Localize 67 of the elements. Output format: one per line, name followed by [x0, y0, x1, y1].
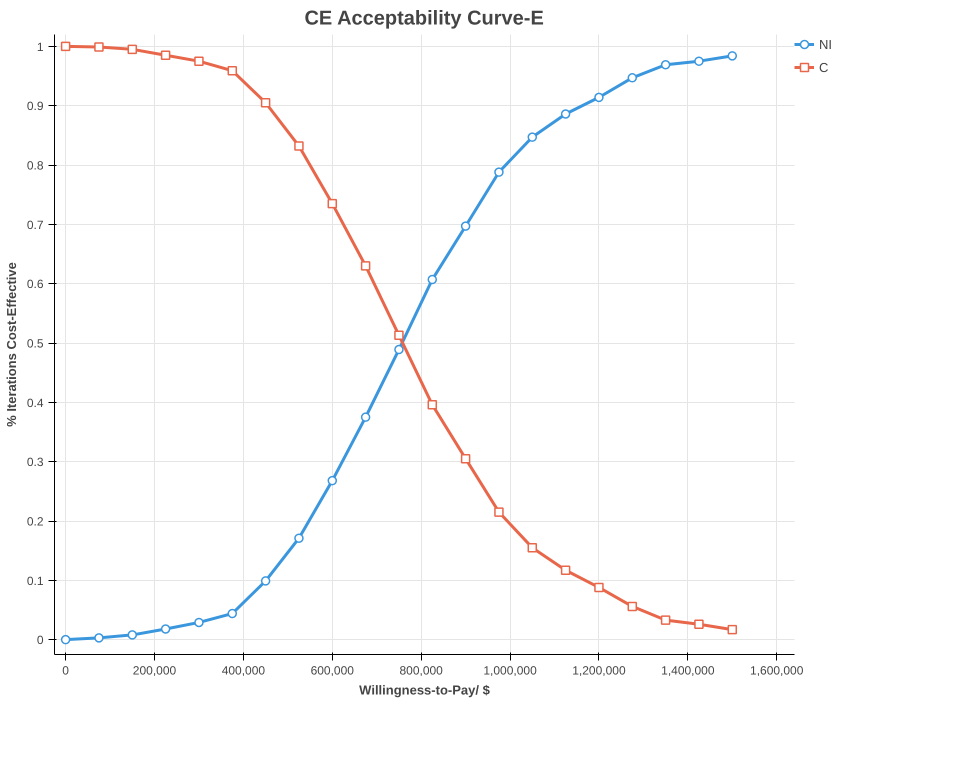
legend-label: C [819, 60, 830, 74]
y-tick-label: 0.7 [26, 218, 44, 232]
point [660, 60, 670, 70]
point [494, 167, 504, 177]
point [628, 73, 638, 83]
point [428, 400, 438, 410]
point [94, 633, 104, 643]
x-tick-label: 200,000 [132, 664, 177, 678]
point [94, 42, 104, 52]
point [360, 412, 370, 422]
point [60, 42, 70, 52]
point [594, 92, 604, 102]
point [694, 56, 704, 66]
x-tick-label: 1,000,000 [483, 664, 538, 678]
y-tick-label: 0 [36, 633, 44, 648]
point [594, 582, 604, 592]
point [728, 51, 738, 61]
x-tick-label: 0 [62, 664, 70, 678]
point [294, 533, 304, 543]
point [628, 602, 638, 612]
point [328, 476, 338, 486]
x-tick-label: 800,000 [399, 664, 444, 678]
point [194, 56, 204, 66]
y-tick-label: 0.9 [26, 99, 44, 114]
y-axis-title: % Iterations Cost-Effective [4, 262, 19, 427]
point [694, 619, 704, 629]
point [328, 198, 338, 208]
point [128, 630, 138, 640]
point [394, 330, 404, 340]
y-tick-label: 0.6 [26, 277, 44, 292]
y-tick-label: 0.5 [26, 336, 44, 351]
point [260, 98, 270, 108]
point [560, 109, 570, 119]
y-tick-label: 1 [36, 40, 44, 54]
legend-label: NI [819, 36, 833, 52]
x-tick-label: 1,400,000 [661, 664, 715, 678]
point [660, 615, 670, 625]
point [728, 624, 738, 634]
x-tick-label: 1,600,000 [750, 664, 804, 678]
point [160, 624, 170, 634]
y-tick-label: 0.4 [26, 396, 44, 410]
point [260, 576, 270, 586]
point [460, 454, 470, 464]
point [194, 618, 204, 628]
point [128, 44, 138, 54]
y-tick-label: 0.3 [26, 455, 44, 470]
point [528, 132, 538, 142]
point [394, 344, 404, 354]
point [528, 542, 538, 552]
point [494, 507, 504, 517]
point [60, 634, 70, 644]
point [160, 50, 170, 60]
point [228, 608, 238, 618]
point [228, 66, 238, 76]
x-tick-label: 600,000 [310, 664, 354, 678]
y-tick-label: 0.2 [26, 514, 44, 529]
y-tick-label: 0.8 [26, 158, 44, 173]
point [560, 566, 570, 575]
x-tick-label: 400,000 [222, 664, 266, 678]
point [360, 261, 370, 271]
y-tick-label: 0.1 [26, 574, 44, 588]
chart-title: CE Acceptability Curve-E [304, 8, 544, 30]
x-tick-label: 1,200,000 [572, 664, 626, 678]
x-axis-title: Willingness-to-Pay/ $ [359, 682, 491, 698]
point [294, 141, 304, 151]
point [460, 221, 470, 231]
point [428, 274, 438, 284]
